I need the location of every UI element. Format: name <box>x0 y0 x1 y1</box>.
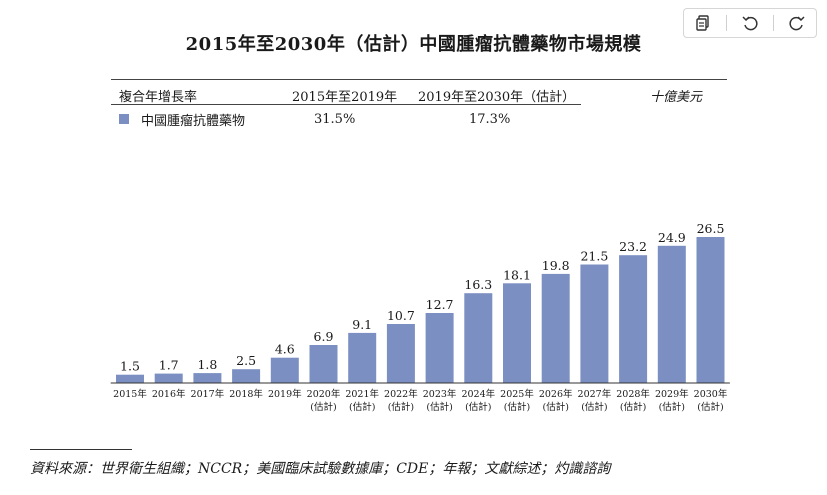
data-label-7: 10.7 <box>387 308 415 323</box>
redo-icon <box>789 16 805 31</box>
legend-series-name: 中國腫瘤抗體藥物 <box>141 114 246 129</box>
data-label-15: 26.5 <box>697 221 725 236</box>
category-label-1: 2016年 <box>152 388 186 400</box>
source-rule <box>30 449 132 450</box>
bar-5 <box>309 345 338 383</box>
bar-4 <box>270 357 299 383</box>
bar-14 <box>657 245 686 383</box>
category-label-6: 2021年 <box>345 388 379 400</box>
category-sublabel-5: (估計) <box>310 401 336 413</box>
category-label-3: 2018年 <box>229 388 263 400</box>
category-sublabel-14: (估計) <box>659 401 685 413</box>
category-label-13: 2028年 <box>616 388 650 400</box>
source-note: 資料來源：世界衛生組織；NCCR；美國臨床試驗數據庫；CDE；年報；文獻綜述；灼… <box>30 461 611 477</box>
data-label-5: 6.9 <box>314 329 334 344</box>
cagr-header-period2: 2019年至2030年（估計） <box>418 90 576 105</box>
category-label-12: 2027年 <box>578 388 612 400</box>
copy-icon <box>696 15 709 31</box>
bar-8 <box>425 313 454 383</box>
category-sublabel-10: (估計) <box>504 401 530 413</box>
bar-12 <box>580 264 609 383</box>
data-label-2: 1.8 <box>197 357 217 372</box>
category-sublabel-8: (估計) <box>426 401 452 413</box>
cagr-value-period2: 17.3% <box>469 112 511 127</box>
category-sublabel-9: (估計) <box>465 401 491 413</box>
bar-3 <box>232 369 261 383</box>
toolbar-divider <box>726 15 727 31</box>
category-label-8: 2023年 <box>423 388 457 400</box>
data-label-12: 21.5 <box>580 249 608 264</box>
unit-label: 十億美元 <box>650 90 703 105</box>
bar-13 <box>619 255 648 383</box>
legend-swatch <box>119 114 129 124</box>
category-label-15: 2030年 <box>694 388 728 400</box>
bar-9 <box>464 293 493 383</box>
data-label-14: 24.9 <box>658 230 686 245</box>
category-label-11: 2026年 <box>539 388 573 400</box>
bars-group: 1.5 2015年 1.7 2016年 1.8 2017年 2.5 2018年 4.6 2019年… <box>113 221 728 413</box>
category-sublabel-6: (估計) <box>349 401 375 413</box>
bar-15 <box>696 237 725 383</box>
redo-button[interactable] <box>782 10 812 36</box>
category-label-10: 2025年 <box>500 388 534 400</box>
cagr-header-label: 複合年增長率 <box>119 90 198 105</box>
bar-10 <box>503 283 531 383</box>
undo-icon <box>742 16 758 31</box>
bar-0 <box>116 374 144 383</box>
category-label-14: 2029年 <box>655 388 689 400</box>
category-label-5: 2020年 <box>307 388 341 400</box>
category-label-9: 2024年 <box>461 388 495 400</box>
cagr-value-period1: 31.5% <box>314 112 356 127</box>
data-label-3: 2.5 <box>236 353 256 368</box>
category-sublabel-15: (估計) <box>697 401 723 413</box>
data-label-10: 18.1 <box>503 267 531 282</box>
undo-button[interactable] <box>735 10 765 36</box>
category-label-0: 2015年 <box>113 388 147 400</box>
bar-7 <box>386 324 415 383</box>
bar-2 <box>193 373 222 383</box>
category-sublabel-11: (估計) <box>542 401 568 413</box>
category-label-2: 2017年 <box>191 388 225 400</box>
bar-6 <box>348 332 377 383</box>
data-label-0: 1.5 <box>120 359 140 374</box>
bar-1 <box>154 373 183 383</box>
category-label-4: 2019年 <box>268 388 302 400</box>
toolbar-divider <box>773 15 774 31</box>
data-label-9: 16.3 <box>464 277 492 292</box>
data-label-13: 23.2 <box>619 239 647 254</box>
category-sublabel-12: (估計) <box>581 401 607 413</box>
data-label-11: 19.8 <box>542 258 570 273</box>
data-label-6: 9.1 <box>352 317 372 332</box>
category-label-7: 2022年 <box>384 388 418 400</box>
data-label-8: 12.7 <box>426 297 454 312</box>
table-mid-rule <box>111 104 581 105</box>
cagr-header-period1: 2015年至2019年 <box>292 90 398 105</box>
chart-title: 2015年至2030年（估計）中國腫瘤抗體藥物市場規模 <box>185 34 642 55</box>
data-label-4: 4.6 <box>275 342 295 357</box>
table-top-rule <box>111 79 727 80</box>
category-sublabel-7: (估計) <box>388 401 414 413</box>
copy-button[interactable] <box>688 10 718 36</box>
category-sublabel-13: (估計) <box>620 401 646 413</box>
toolbar <box>683 8 817 38</box>
data-label-1: 1.7 <box>159 358 179 373</box>
bar-11 <box>541 273 570 383</box>
